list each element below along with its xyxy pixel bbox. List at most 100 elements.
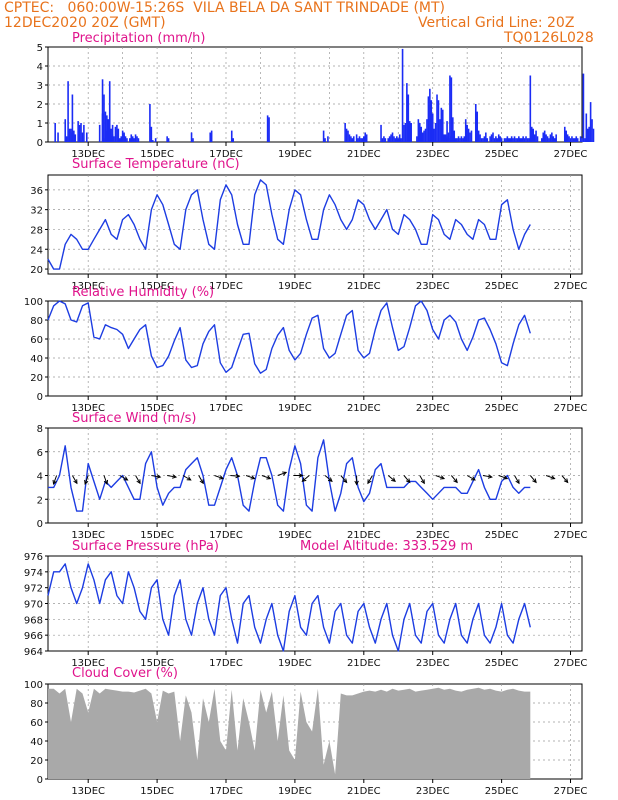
precip-bar (467, 128, 470, 142)
precip-frame (47, 46, 583, 143)
wind-arrow (466, 475, 476, 481)
precip-bar (433, 128, 435, 142)
precip-bar (566, 134, 569, 142)
precip-bar (431, 132, 434, 142)
precip-bar (123, 132, 125, 142)
pres-ytick-label: 972 (24, 584, 43, 595)
wind-ytick-label: 0 (37, 519, 43, 530)
precip-bar (515, 138, 517, 142)
pres-ytick-label: 976 (24, 552, 43, 563)
wind-arrow-head (218, 475, 225, 480)
precip-bar (543, 130, 546, 142)
precip-bar (460, 136, 463, 142)
precip-bar (355, 134, 358, 142)
precip-bar (136, 136, 138, 142)
precip-bar (404, 123, 407, 142)
precip-bar (536, 136, 539, 142)
precip-bar (493, 138, 496, 142)
precip-bar (444, 134, 447, 142)
precip-xtick-label: 17DEC (209, 149, 243, 160)
precip-bar (446, 121, 448, 142)
pres-ytick-label: 966 (24, 631, 43, 642)
precip-bar (532, 128, 534, 142)
precip-bar (268, 117, 270, 142)
wind-arrow (167, 475, 177, 478)
precip-bar (572, 138, 575, 142)
precip-xtick-label: 13DEC (71, 149, 105, 160)
rh-xtick-label: 25DEC (485, 403, 519, 414)
precip-bar (410, 123, 412, 142)
precip-xtick-label: 15DEC (140, 149, 174, 160)
precip-bar (108, 81, 111, 142)
precip-bar (364, 132, 367, 142)
precip-bar (447, 138, 450, 142)
precip-bar (110, 136, 112, 142)
precip-bar (584, 138, 586, 142)
wind-arrow-head (391, 477, 396, 482)
pres-xtick-label: 27DEC (554, 658, 588, 669)
precip-bar (124, 136, 127, 142)
wind-arrow (71, 475, 78, 484)
temp-xtick-label: 23DEC (416, 281, 450, 292)
precip-bar (568, 136, 570, 142)
precip-bar (571, 136, 573, 142)
precip-bar (483, 136, 486, 142)
temp-ytick-label: 32 (30, 206, 43, 217)
temp-xtick-label: 21DEC (347, 281, 381, 292)
precip-bar (210, 130, 213, 142)
precip-bar (495, 136, 497, 142)
rh-xtick-label: 15DEC (140, 403, 174, 414)
precip-bar (83, 124, 85, 142)
wind-arrow (450, 475, 458, 483)
precip-bar (513, 136, 516, 142)
precip-bar (477, 130, 480, 142)
precip-bar (106, 115, 108, 142)
precip-bar (57, 132, 59, 142)
wind-arrow (245, 475, 255, 480)
temp-xtick-label: 19DEC (278, 281, 312, 292)
precip-bar (387, 138, 390, 142)
precip-bar (361, 138, 364, 142)
precip-bar (476, 111, 479, 142)
temp-ytick-label: 36 (30, 186, 43, 197)
precip-bar (436, 94, 438, 142)
rh-ytick-label: 20 (30, 373, 43, 384)
precip-bar (120, 136, 123, 142)
pres-xtick-label: 17DEC (209, 658, 243, 669)
precip-ytick-label: 5 (37, 43, 43, 54)
header-grid-line-note: Vertical Grid Line: 20Z (418, 15, 575, 31)
precip-bar (466, 124, 468, 142)
wind-arrow-head (84, 479, 89, 485)
precip-bar (497, 134, 500, 142)
precip-bar (394, 138, 397, 142)
precip-bar (324, 138, 326, 142)
precip-bar (525, 136, 527, 142)
precip-bar (482, 138, 484, 142)
cloud-xtick-label: 17DEC (209, 786, 243, 797)
precip-bar (496, 138, 499, 142)
precip-bar (548, 138, 550, 142)
precip-bar (134, 134, 137, 142)
wind-arrow-head (440, 475, 446, 480)
precip-bar (457, 136, 460, 142)
precip-bar (507, 138, 510, 142)
precip-bar (151, 140, 154, 142)
precip-bar (408, 121, 411, 142)
precip-bar (533, 134, 536, 142)
precip-bar (462, 138, 464, 142)
precip-bar (360, 138, 362, 142)
cloud-ytick-label: 100 (24, 680, 43, 691)
precip-bar (500, 138, 503, 142)
precip-xtick-label: 27DEC (554, 149, 588, 160)
wind-arrow-head (52, 479, 57, 485)
wind-arrow-head (235, 473, 241, 479)
precip-bar (541, 138, 543, 142)
precip-bar (490, 134, 493, 142)
wind-arrow (214, 475, 224, 480)
wind-xtick-label: 19DEC (278, 530, 312, 541)
precip-bar (74, 134, 77, 142)
precip-bar (111, 124, 114, 142)
cloud-cover-area (48, 687, 531, 779)
wind-arrow (277, 471, 287, 476)
